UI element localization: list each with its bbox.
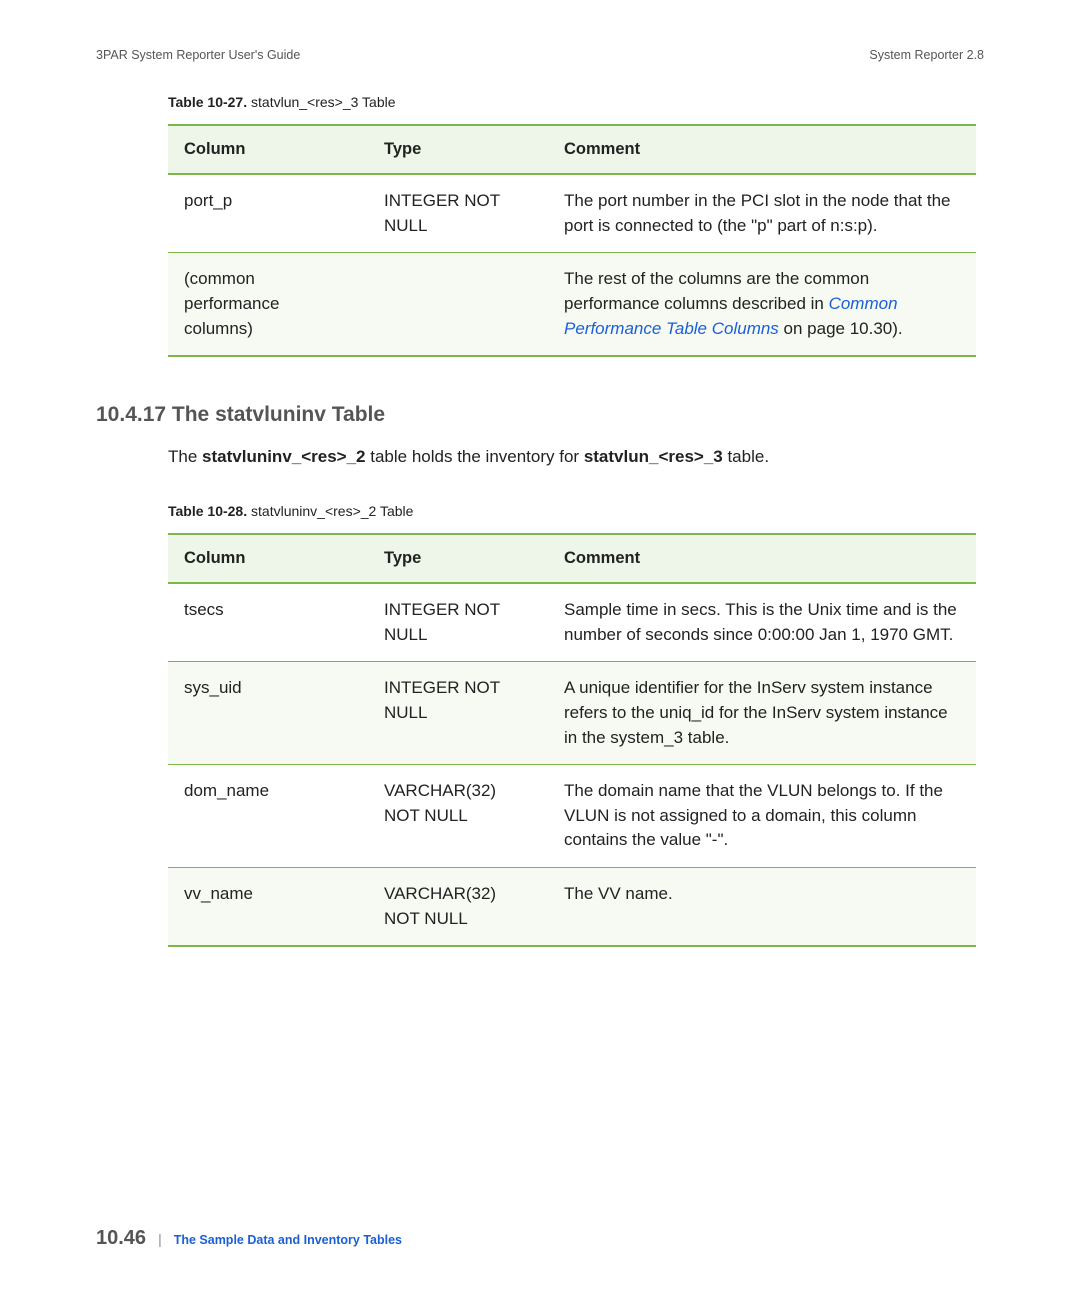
section-paragraph: The statvluninv_<res>_2 table holds the … bbox=[168, 445, 984, 469]
cell-comment: The rest of the columns are the common p… bbox=[548, 253, 976, 356]
cell-comment: The domain name that the VLUN belongs to… bbox=[548, 765, 976, 868]
table-row: tsecs INTEGER NOT NULL Sample time in se… bbox=[168, 583, 976, 662]
cell-type: INTEGER NOT NULL bbox=[368, 583, 548, 662]
cell-comment: A unique identifier for the InServ syste… bbox=[548, 662, 976, 765]
header-left: 3PAR System Reporter User's Guide bbox=[96, 48, 300, 62]
table-row: vv_name VARCHAR(32) NOT NULL The VV name… bbox=[168, 868, 976, 947]
cell-column: sys_uid bbox=[168, 662, 368, 765]
table-row: dom_name VARCHAR(32) NOT NULL The domain… bbox=[168, 765, 976, 868]
para-bold: statvluninv_<res>_2 bbox=[202, 447, 365, 466]
cell-comment: The port number in the PCI slot in the n… bbox=[548, 174, 976, 253]
table1-header-column: Column bbox=[168, 125, 368, 174]
cell-column: tsecs bbox=[168, 583, 368, 662]
para-text: The bbox=[168, 447, 202, 466]
page-number: 10.46 bbox=[96, 1227, 146, 1250]
table1: Column Type Comment port_p INTEGER NOT N… bbox=[168, 124, 976, 357]
table2: Column Type Comment tsecs INTEGER NOT NU… bbox=[168, 533, 976, 947]
table2-header-column: Column bbox=[168, 534, 368, 583]
table1-caption-bold: Table 10-27. bbox=[168, 94, 247, 110]
cell-type: VARCHAR(32) NOT NULL bbox=[368, 868, 548, 947]
cell-comment: The VV name. bbox=[548, 868, 976, 947]
table2-header-comment: Comment bbox=[548, 534, 976, 583]
table2-caption-rest: statvluninv_<res>_2 Table bbox=[247, 503, 413, 519]
cell-type: INTEGER NOT NULL bbox=[368, 662, 548, 765]
cell-column: port_p bbox=[168, 174, 368, 253]
table-row: sys_uid INTEGER NOT NULL A unique identi… bbox=[168, 662, 976, 765]
para-text: table. bbox=[723, 447, 769, 466]
comment-text: The rest of the columns are the common p… bbox=[564, 269, 869, 313]
cell-column: dom_name bbox=[168, 765, 368, 868]
cell-column: vv_name bbox=[168, 868, 368, 947]
table1-caption-rest: statvlun_<res>_3 Table bbox=[247, 94, 395, 110]
cell-column: (common performance columns) bbox=[168, 253, 368, 356]
table1-header-type: Type bbox=[368, 125, 548, 174]
cell-type: VARCHAR(32) NOT NULL bbox=[368, 765, 548, 868]
header-right: System Reporter 2.8 bbox=[869, 48, 984, 62]
table2-caption: Table 10-28. statvluninv_<res>_2 Table bbox=[168, 503, 984, 519]
table1-caption: Table 10-27. statvlun_<res>_3 Table bbox=[168, 94, 984, 110]
table2-header-type: Type bbox=[368, 534, 548, 583]
table1-header-comment: Comment bbox=[548, 125, 976, 174]
cell-comment: Sample time in secs. This is the Unix ti… bbox=[548, 583, 976, 662]
table-row: (common performance columns) The rest of… bbox=[168, 253, 976, 356]
cell-type: INTEGER NOT NULL bbox=[368, 174, 548, 253]
comment-text: on page 10.30). bbox=[779, 319, 903, 338]
footer-link[interactable]: The Sample Data and Inventory Tables bbox=[174, 1233, 402, 1247]
cell-type bbox=[368, 253, 548, 356]
footer-divider: | bbox=[158, 1231, 162, 1247]
table-row: port_p INTEGER NOT NULL The port number … bbox=[168, 174, 976, 253]
page-footer: 10.46 | The Sample Data and Inventory Ta… bbox=[96, 1227, 402, 1250]
para-text: table holds the inventory for bbox=[366, 447, 584, 466]
page-header: 3PAR System Reporter User's Guide System… bbox=[96, 48, 984, 62]
section-heading: 10.4.17 The statvluninv Table bbox=[96, 403, 984, 427]
table2-caption-bold: Table 10-28. bbox=[168, 503, 247, 519]
para-bold: statvlun_<res>_3 bbox=[584, 447, 723, 466]
